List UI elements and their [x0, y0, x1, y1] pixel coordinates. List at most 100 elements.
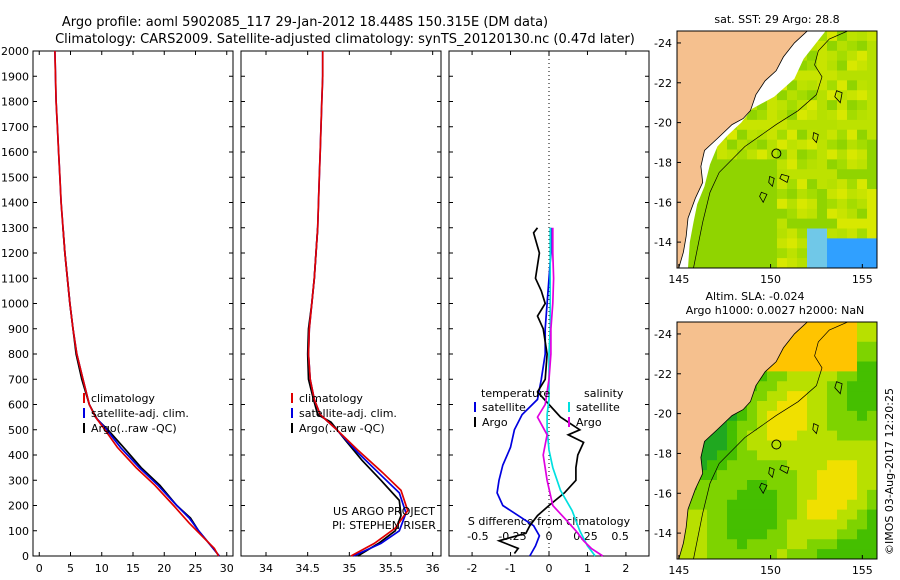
sla_map-cell — [847, 381, 858, 392]
sla_map-cell — [787, 440, 798, 451]
sla_map-cell — [757, 489, 768, 501]
sst_map-ytick-label: -18 — [654, 156, 672, 169]
depth-tick-label: 200 — [8, 500, 29, 513]
sla_map-cell — [837, 509, 848, 520]
difference-xtick-label: 1 — [584, 562, 591, 575]
sla_map-cell — [777, 351, 788, 362]
sla_map-cell — [857, 361, 868, 372]
sla_map-cell — [827, 331, 838, 343]
sla_map-cell — [827, 430, 838, 441]
sla_map-cell — [777, 450, 788, 461]
sla_map-cell — [697, 460, 708, 471]
sla_map-cell — [727, 430, 738, 441]
depth-tick-label: 900 — [8, 323, 29, 336]
sla_map-cell — [777, 401, 788, 412]
sla_map-cell — [717, 440, 728, 451]
sst_map-cell — [857, 179, 868, 190]
sst_map-cell — [767, 100, 778, 111]
sla_map-cell — [687, 529, 698, 540]
sst_map-cell — [777, 189, 788, 200]
sst_map-frame — [676, 30, 878, 269]
sla_map-cell — [837, 549, 848, 559]
sla_map-xtick-label: 155 — [852, 564, 873, 577]
sla_map-cell — [837, 351, 848, 362]
depth-tick-label: 2000 — [1, 45, 29, 58]
sla_map-cell — [817, 450, 828, 461]
sst_map-cell — [797, 90, 808, 101]
sla_map-cell — [787, 509, 798, 520]
sst_map-cell — [777, 139, 788, 150]
sla_map-cell — [857, 381, 868, 392]
sst_map-cell — [787, 238, 798, 249]
sla_map-cell — [777, 489, 788, 501]
sla_map-cell — [697, 549, 708, 559]
sla_map-cell — [857, 440, 868, 451]
sla_map-ytick-label: -22 — [654, 368, 672, 381]
sst_map-cell — [747, 149, 758, 160]
sla_map-cell — [827, 440, 838, 451]
sst_map-cell — [707, 159, 718, 170]
sst_map-cell — [837, 179, 848, 190]
sla_map-cell — [747, 529, 758, 540]
sst_map-cell — [757, 129, 768, 141]
sla_map-cell — [767, 519, 778, 530]
sst_map-cell — [747, 139, 758, 150]
sst_map-cell — [857, 189, 868, 200]
sla_map-cell — [857, 539, 868, 550]
sla_map-cell — [757, 401, 768, 412]
sst_map-cell — [807, 198, 818, 210]
sla_map-cell — [847, 341, 858, 353]
sla_map-cell — [837, 410, 848, 422]
sst_map-cell — [727, 159, 738, 170]
sst_map-cell — [707, 248, 718, 259]
sst_map-cell — [717, 208, 728, 220]
sst_map-cell — [827, 31, 838, 42]
sst_map-cell — [767, 110, 778, 121]
sla_map-cell — [727, 499, 738, 511]
sla_map-cell — [807, 499, 818, 511]
pi-annotation: PI: STEPHEN RISER — [332, 519, 436, 532]
sla_map-cell — [797, 549, 808, 559]
sla_map-cell — [797, 529, 808, 540]
sla_map-cell — [787, 341, 798, 353]
salinity-xtick-label: 35 — [342, 562, 356, 575]
sla_map-cell — [847, 539, 858, 550]
sla_map-cell — [797, 381, 808, 392]
sst_map-cell — [697, 198, 708, 210]
sst_map-cell — [777, 100, 788, 111]
sst_map-cell — [777, 198, 788, 210]
temperature-xtick-label: 20 — [157, 562, 171, 575]
depth-tick-label: 1200 — [1, 247, 29, 260]
sst_map-cell — [847, 208, 858, 220]
series-salinity-argo — [536, 227, 604, 557]
reef-outline — [779, 173, 790, 183]
sst_map-cell — [817, 198, 828, 210]
sst_map-cell — [857, 248, 868, 259]
sla_map-cell — [827, 480, 838, 491]
sla_map-cell — [867, 341, 877, 353]
sla_map-cell — [867, 499, 877, 511]
sla_map-cell — [717, 519, 728, 530]
sla_map-cell — [827, 361, 838, 372]
sla_map-cell — [787, 480, 798, 491]
temperature-panel: 0100200300400500600700800900100011001200… — [1, 45, 234, 580]
sst_map-cell — [817, 70, 828, 81]
sla_map-cell — [817, 371, 828, 382]
sla_map-cell — [837, 440, 848, 451]
sla_map-cell — [867, 509, 877, 520]
sla_map-cell — [747, 499, 758, 511]
sla_map-cell — [837, 499, 848, 511]
sla_map-cell — [857, 470, 868, 481]
sst_map-cell — [777, 258, 788, 268]
sla_map-cell — [777, 371, 788, 382]
depth-tick-label: 800 — [8, 348, 29, 361]
sst_map-cell — [807, 208, 818, 220]
sla_map-cell — [837, 480, 848, 491]
sla_map-cell — [817, 351, 828, 362]
sst_map-cell — [747, 248, 758, 259]
sla_map-cell — [807, 519, 818, 530]
sla_map-cell — [727, 450, 738, 461]
sst_map-cell — [717, 149, 728, 160]
sla_map-cell — [797, 450, 808, 461]
